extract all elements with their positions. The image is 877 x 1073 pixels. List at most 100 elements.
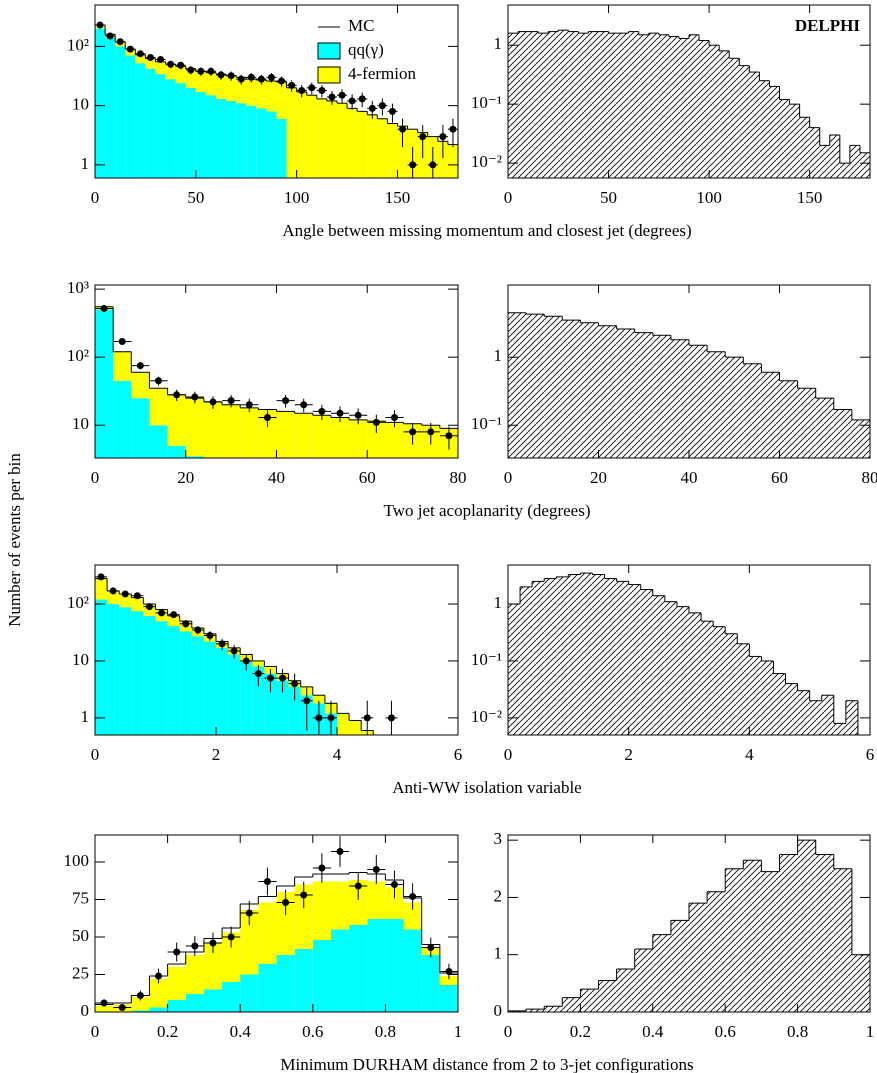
data-point <box>257 75 265 83</box>
hatched-bar <box>652 335 671 458</box>
x-tick-label: 0.2 <box>570 1022 591 1041</box>
y-tick-label: 10 <box>72 650 89 669</box>
data-point <box>182 620 190 628</box>
bar <box>165 64 176 80</box>
data-point <box>278 77 286 85</box>
bar <box>252 660 265 667</box>
hatched-bar <box>743 363 762 458</box>
bar <box>385 919 404 1012</box>
hatched-bar <box>648 33 659 178</box>
data-point <box>327 714 335 722</box>
data-point <box>427 428 435 436</box>
bar <box>195 71 206 92</box>
hatched-bar <box>699 40 710 178</box>
hatched-bar <box>598 325 617 458</box>
hatched-bar <box>689 345 708 458</box>
bar <box>167 615 180 627</box>
x-axis-title: Angle between missing momentum and close… <box>282 221 691 240</box>
data-point <box>106 32 114 40</box>
bar <box>246 105 257 178</box>
hatched-bar <box>713 626 726 735</box>
x-tick-label: 0 <box>504 188 513 207</box>
hatched-bar <box>839 163 850 178</box>
data-point <box>155 972 163 980</box>
y-tick-label: 1 <box>494 34 503 53</box>
hatched-bar <box>725 357 744 458</box>
hatched-bar <box>664 601 677 735</box>
bar <box>437 141 448 178</box>
data-point <box>194 626 202 634</box>
data-point <box>318 407 326 415</box>
x-tick-label: 60 <box>771 468 788 487</box>
bar <box>113 380 132 458</box>
data-point <box>133 592 141 600</box>
x-tick-label: 80 <box>450 468 467 487</box>
hatched-bar <box>568 31 579 179</box>
y-tick-label: 10⁻¹ <box>471 414 502 433</box>
data-point <box>254 670 262 678</box>
x-tick-label: 0 <box>504 1022 513 1041</box>
y-tick-label: 1 <box>81 154 90 173</box>
legend-label: qq(γ) <box>348 40 384 59</box>
data-point <box>136 992 144 999</box>
bar <box>95 578 108 600</box>
hatched-bar <box>676 606 689 735</box>
bar <box>439 985 458 1012</box>
bar <box>294 413 313 458</box>
hatched-bar <box>761 660 774 735</box>
data-point <box>354 411 362 419</box>
hatched-bar <box>548 31 559 179</box>
bar <box>143 615 156 735</box>
data-point <box>282 397 290 405</box>
hatched-bar <box>833 868 852 1012</box>
data-point <box>191 393 199 401</box>
x-tick-label: 150 <box>797 188 823 207</box>
bar <box>125 55 136 178</box>
hatched-bar <box>604 578 617 735</box>
data-point <box>177 61 185 69</box>
hatched-bar <box>592 574 605 735</box>
hatched-bar <box>670 339 689 458</box>
data-point <box>263 878 271 885</box>
plot-frame <box>507 4 871 179</box>
hatched-bar <box>761 871 780 1012</box>
hatched-bar <box>678 38 689 178</box>
hatched-bar <box>580 989 599 1012</box>
plot-frame <box>507 564 871 736</box>
bar <box>330 881 350 930</box>
bar <box>195 91 206 178</box>
bar <box>203 943 223 990</box>
data-point <box>266 674 274 682</box>
bar <box>216 98 227 178</box>
bar <box>135 63 146 178</box>
hatched-bar <box>719 50 730 178</box>
bar <box>276 892 295 955</box>
hatched-bar <box>578 33 589 178</box>
hatched-bar <box>508 33 519 178</box>
data-point <box>126 45 134 53</box>
x-tick-label: 50 <box>187 188 204 207</box>
bar <box>149 388 168 426</box>
bar <box>131 398 150 458</box>
bar <box>179 631 192 735</box>
data-point <box>263 413 271 421</box>
hatched-bar <box>797 840 816 1012</box>
bar <box>155 61 166 75</box>
bar <box>276 82 287 119</box>
hatched-bar <box>743 860 762 1012</box>
bar <box>240 660 253 735</box>
bar <box>276 118 287 178</box>
y-tick-label: 1 <box>494 944 503 963</box>
bar <box>252 666 265 735</box>
data-point <box>121 590 129 598</box>
data-point <box>173 391 181 399</box>
x-tick-label: 100 <box>696 188 722 207</box>
hatched-bar <box>849 145 860 178</box>
bar <box>205 95 216 178</box>
hatched-bar <box>815 854 834 1012</box>
x-tick-label: 1 <box>866 1022 875 1041</box>
bar <box>222 932 241 982</box>
bar <box>185 955 204 994</box>
hatched-bar <box>580 322 599 458</box>
hatched-bar <box>773 673 786 735</box>
